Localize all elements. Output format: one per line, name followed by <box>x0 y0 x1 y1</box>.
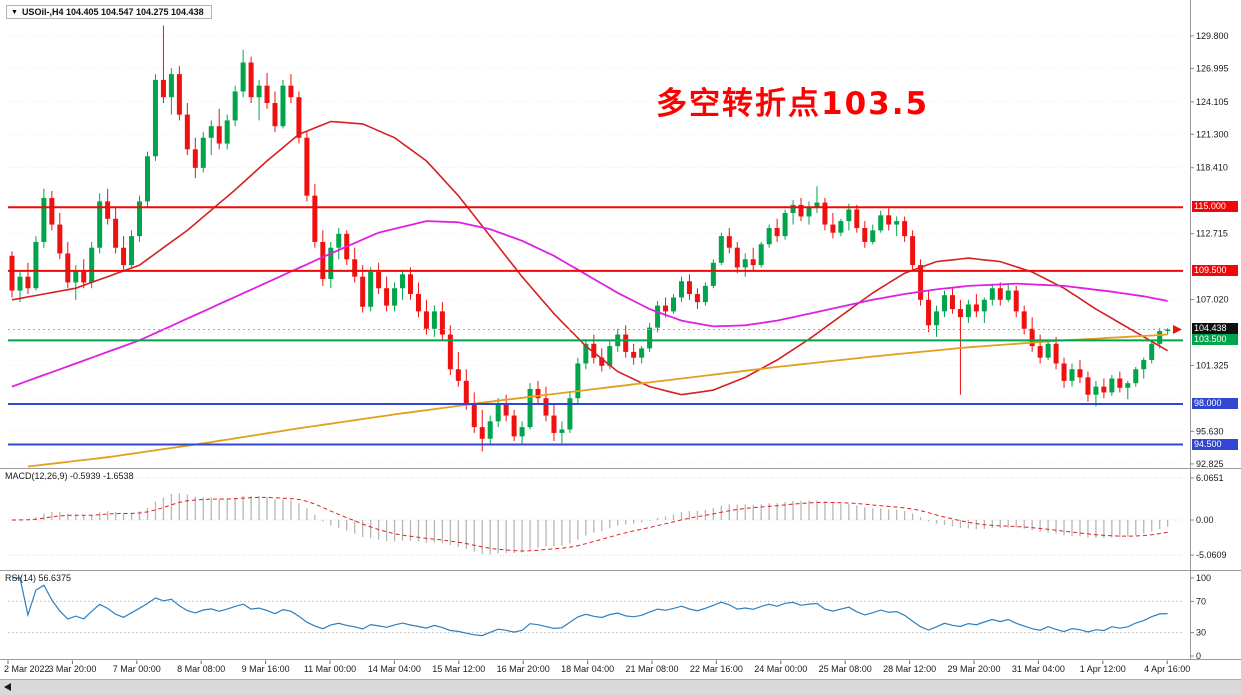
bottom-scrollbar[interactable] <box>0 679 1241 695</box>
price-level-badge: 104.438 <box>1192 323 1238 335</box>
svg-text:28 Mar 12:00: 28 Mar 12:00 <box>883 664 936 674</box>
svg-text:107.020: 107.020 <box>1196 295 1229 305</box>
left-triangle-icon[interactable] <box>4 683 11 691</box>
price-level-badge: 115.000 <box>1192 201 1238 213</box>
chart-title-box[interactable]: ▼ USOil-,H4 104.405 104.547 104.275 104.… <box>6 5 212 19</box>
svg-text:4 Apr 16:00: 4 Apr 16:00 <box>1144 664 1190 674</box>
horizontal-level-lines[interactable] <box>8 206 1183 446</box>
price-axis-labels: 129.800 126.995 124.105 121.300 118.410 112.7… <box>1190 31 1229 661</box>
candlestick-series <box>9 25 1171 452</box>
svg-text:0: 0 <box>1196 651 1201 661</box>
svg-text:14 Mar 04:00: 14 Mar 04:00 <box>368 664 421 674</box>
svg-text:30: 30 <box>1196 628 1206 638</box>
svg-text:31 Mar 04:00: 31 Mar 04:00 <box>1012 664 1065 674</box>
svg-text:21 Mar 08:00: 21 Mar 08:00 <box>625 664 678 674</box>
svg-text:112.715: 112.715 <box>1196 229 1228 239</box>
svg-text:101.325: 101.325 <box>1196 360 1229 370</box>
svg-text:70: 70 <box>1196 596 1206 606</box>
svg-text:0.00: 0.00 <box>1196 515 1214 525</box>
macd-histogram <box>19 493 1169 555</box>
svg-text:95.630: 95.630 <box>1196 426 1224 436</box>
rsi-line <box>12 577 1168 637</box>
moving-average-lines <box>11 120 1169 468</box>
slow-ma-line <box>27 333 1168 468</box>
price-arrow-icon <box>1173 324 1182 334</box>
rsi-label: RSI(14) 56.6375 <box>5 573 72 583</box>
mid-ma-line <box>11 220 1168 388</box>
macd-signal-line <box>11 496 1168 552</box>
svg-text:3 Mar 20:00: 3 Mar 20:00 <box>48 664 96 674</box>
svg-text:1 Apr 12:00: 1 Apr 12:00 <box>1080 664 1126 674</box>
svg-text:24 Mar 00:00: 24 Mar 00:00 <box>754 664 807 674</box>
price-level-badge: 94.500 <box>1192 438 1238 450</box>
collapse-arrow-icon[interactable]: ▼ <box>11 8 18 16</box>
price-level-badge: 98.000 <box>1192 397 1238 409</box>
svg-text:-5.0609: -5.0609 <box>1196 550 1227 560</box>
annotation-text[interactable]: 多空转折点103.5 <box>656 86 930 122</box>
svg-text:6.0651: 6.0651 <box>1196 473 1224 483</box>
svg-text:126.995: 126.995 <box>1196 63 1229 73</box>
svg-text:25 Mar 08:00: 25 Mar 08:00 <box>819 664 872 674</box>
price-level-badge: 103.500 <box>1192 334 1238 346</box>
svg-text:18 Mar 04:00: 18 Mar 04:00 <box>561 664 614 674</box>
chart-title: USOil-,H4 104.405 104.547 104.275 104.43… <box>21 7 204 17</box>
macd-grid <box>8 477 1183 556</box>
svg-text:11 Mar 00:00: 11 Mar 00:00 <box>304 664 356 674</box>
svg-text:8 Mar 08:00: 8 Mar 08:00 <box>177 664 225 674</box>
svg-text:121.300: 121.300 <box>1196 129 1229 139</box>
fast-ma-line <box>11 120 1169 396</box>
svg-text:9 Mar 16:00: 9 Mar 16:00 <box>242 664 290 674</box>
svg-text:29 Mar 20:00: 29 Mar 20:00 <box>947 664 1000 674</box>
svg-text:15 Mar 12:00: 15 Mar 12:00 <box>432 664 485 674</box>
svg-text:118.410: 118.410 <box>1196 163 1228 173</box>
svg-text:2 Mar 2022: 2 Mar 2022 <box>4 664 50 674</box>
svg-text:129.800: 129.800 <box>1196 31 1229 41</box>
svg-text:7 Mar 00:00: 7 Mar 00:00 <box>113 664 161 674</box>
panel-separators[interactable] <box>0 468 1241 660</box>
svg-text:92.825: 92.825 <box>1196 459 1224 469</box>
svg-text:16 Mar 20:00: 16 Mar 20:00 <box>497 664 550 674</box>
price-level-badge: 109.500 <box>1192 264 1238 276</box>
svg-text:124.105: 124.105 <box>1196 97 1229 107</box>
grid-lines <box>8 35 1183 465</box>
svg-text:100: 100 <box>1196 573 1211 583</box>
macd-label: MACD(12,26,9) -0.5939 -1.6538 <box>5 471 134 481</box>
svg-text:22 Mar 16:00: 22 Mar 16:00 <box>690 664 743 674</box>
